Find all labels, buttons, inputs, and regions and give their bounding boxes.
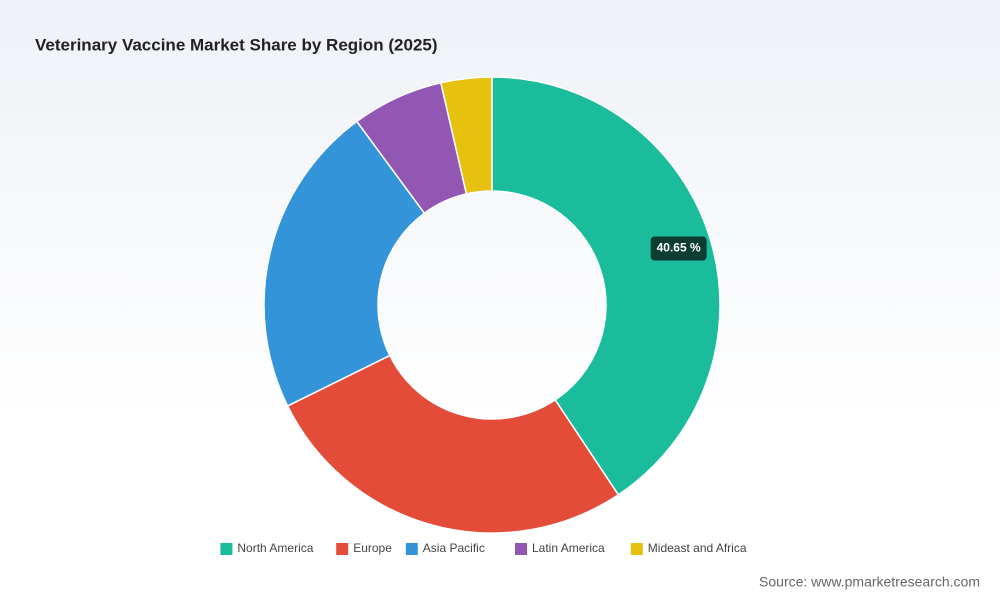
value-label: 40.65 % xyxy=(657,241,701,255)
legend-label[interactable]: Europe xyxy=(353,541,392,555)
legend-swatch[interactable] xyxy=(630,543,643,555)
legend-swatch[interactable] xyxy=(336,543,349,555)
legend-label[interactable]: North America xyxy=(237,541,313,555)
legend-label[interactable]: Latin America xyxy=(532,541,605,555)
slice[interactable] xyxy=(491,76,721,496)
slice[interactable] xyxy=(439,76,493,195)
slice[interactable] xyxy=(263,120,426,407)
legend-label[interactable]: Mideast and Africa xyxy=(648,541,747,555)
source: Source: www.pmarketresearch.com xyxy=(759,574,980,590)
legend-swatch[interactable] xyxy=(220,543,233,555)
slice[interactable] xyxy=(286,354,620,534)
chart-title: Veterinary Vaccine Market Share by Regio… xyxy=(35,35,438,54)
value-label-box xyxy=(650,236,707,261)
legend-swatch[interactable] xyxy=(405,543,418,555)
legend-swatch[interactable] xyxy=(515,543,527,555)
legend-label[interactable]: Asia Pacific xyxy=(423,541,485,555)
